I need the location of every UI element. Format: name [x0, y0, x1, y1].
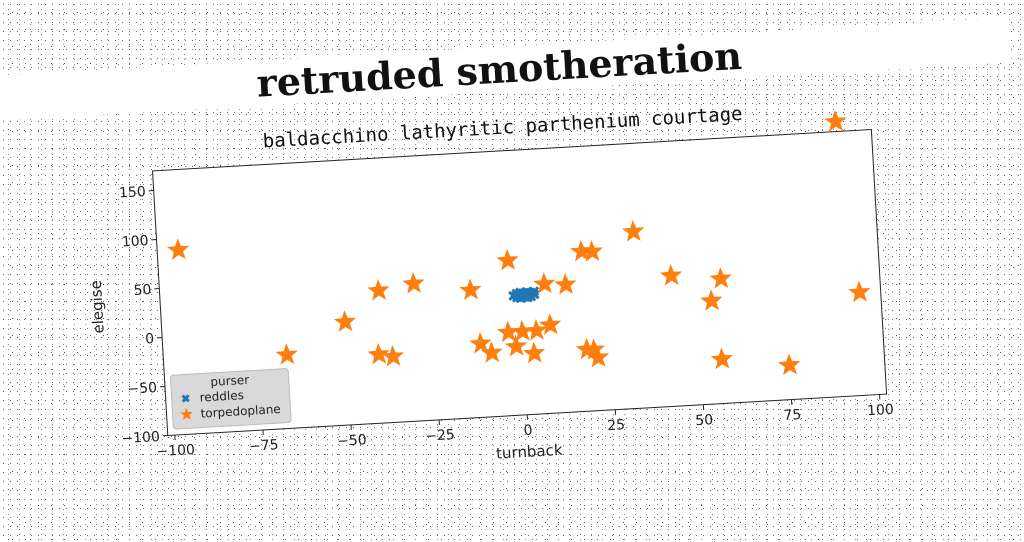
y-tick-label: 100 [121, 233, 149, 251]
y-tick-label: 50 [133, 282, 152, 299]
x-tick-label: 25 [607, 417, 626, 434]
y-axis-label: elegise [87, 280, 108, 334]
data-point-torpedoplane [824, 110, 846, 131]
y-tick-label: −50 [127, 380, 157, 398]
x-tick-label: 50 [695, 412, 714, 429]
x-tick-label: −50 [337, 432, 367, 450]
x-axis-label: turnback [496, 441, 564, 463]
y-tick-label: −100 [121, 429, 160, 447]
y-tick-label: 0 [145, 331, 155, 347]
legend-label-reddles: reddles [199, 388, 244, 405]
x-tick-label: −25 [425, 427, 455, 445]
x-tick-label: −75 [249, 437, 279, 455]
x-tick-label: 75 [783, 407, 802, 424]
x-tick-label: 0 [523, 423, 533, 439]
x-tick-label: −100 [156, 442, 195, 460]
x-tick-label: 100 [867, 402, 895, 420]
legend-marker-reddles [183, 395, 189, 401]
legend-title: purser [210, 373, 250, 389]
y-tick-label: 150 [119, 184, 147, 202]
